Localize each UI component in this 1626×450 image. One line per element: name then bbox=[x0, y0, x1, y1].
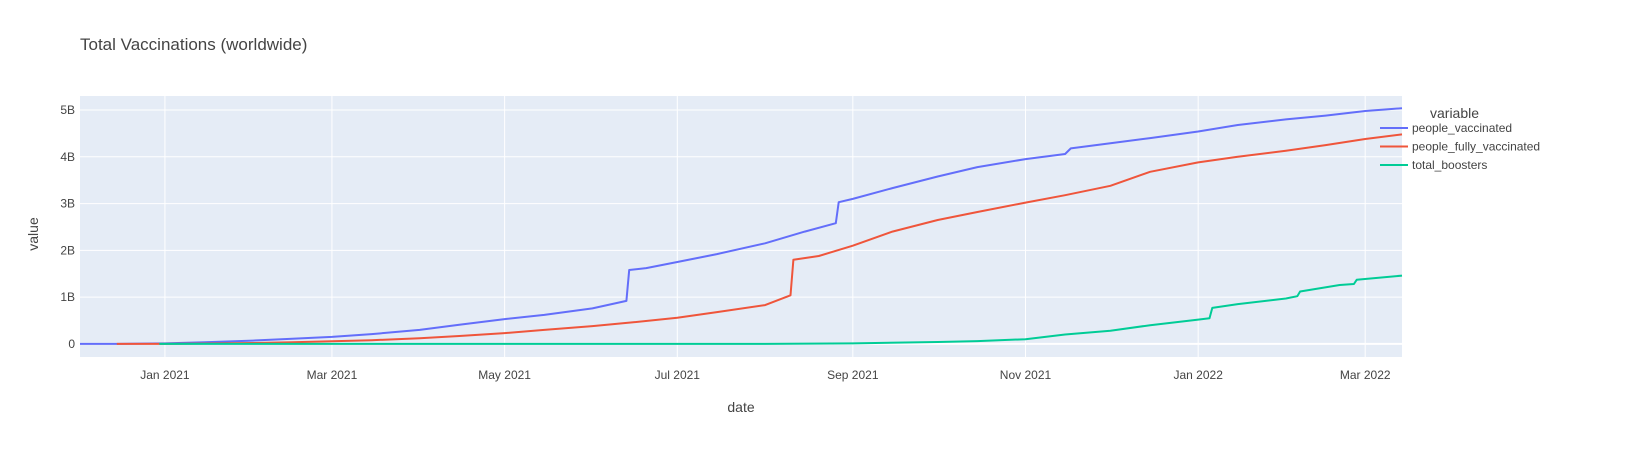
chart-title: Total Vaccinations (worldwide) bbox=[80, 35, 307, 54]
y-tick-label: 0 bbox=[68, 337, 75, 351]
x-axis-ticks: Jan 2021 Mar 2021 May 2021 Jul 2021 Sep 2021… bbox=[140, 368, 1391, 382]
series-lines bbox=[80, 107, 1403, 345]
x-tick-label: Nov 2021 bbox=[1000, 368, 1052, 382]
plot-area bbox=[80, 96, 1402, 357]
series-line-people-fully-vaccinated bbox=[116, 133, 1403, 345]
y-tick-label: 4B bbox=[60, 150, 75, 164]
series-line-total-boosters bbox=[159, 274, 1403, 345]
x-tick-label: Jan 2021 bbox=[140, 368, 190, 382]
legend: variable people_vaccinated people_fully_v… bbox=[1380, 105, 1540, 172]
x-tick-label: Sep 2021 bbox=[827, 368, 879, 382]
legend-item-label: total_boosters bbox=[1412, 158, 1487, 172]
series-line-people-vaccinated bbox=[80, 107, 1403, 345]
y-tick-label: 3B bbox=[60, 197, 75, 211]
x-tick-label: Mar 2021 bbox=[307, 368, 358, 382]
y-axis-ticks: 0 1B 2B 3B 4B 5B bbox=[60, 103, 75, 351]
legend-item-label: people_vaccinated bbox=[1412, 121, 1512, 135]
x-tick-label: May 2021 bbox=[478, 368, 531, 382]
y-tick-label: 2B bbox=[60, 243, 75, 257]
x-tick-label: Mar 2022 bbox=[1340, 368, 1391, 382]
x-axis-title: date bbox=[727, 399, 754, 415]
legend-item-label: people_fully_vaccinated bbox=[1412, 140, 1540, 154]
y-axis-title: value bbox=[25, 217, 41, 251]
legend-title: variable bbox=[1430, 105, 1479, 121]
y-tick-label: 5B bbox=[60, 103, 75, 117]
x-tick-label: Jul 2021 bbox=[655, 368, 701, 382]
x-tick-label: Jan 2022 bbox=[1173, 368, 1223, 382]
y-tick-label: 1B bbox=[60, 290, 75, 304]
